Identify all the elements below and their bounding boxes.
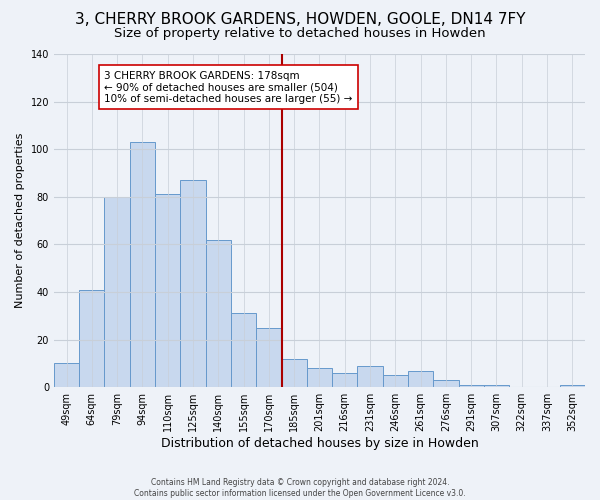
Bar	[484, 385, 509, 387]
Bar	[408, 370, 433, 387]
Bar	[206, 240, 231, 387]
X-axis label: Distribution of detached houses by size in Howden: Distribution of detached houses by size …	[161, 437, 478, 450]
Bar	[181, 180, 206, 387]
Text: Contains HM Land Registry data © Crown copyright and database right 2024.
Contai: Contains HM Land Registry data © Crown c…	[134, 478, 466, 498]
Text: 3, CHERRY BROOK GARDENS, HOWDEN, GOOLE, DN14 7FY: 3, CHERRY BROOK GARDENS, HOWDEN, GOOLE, …	[75, 12, 525, 28]
Bar	[560, 385, 585, 387]
Bar	[130, 142, 155, 387]
Bar	[281, 358, 307, 387]
Text: Size of property relative to detached houses in Howden: Size of property relative to detached ho…	[114, 28, 486, 40]
Y-axis label: Number of detached properties: Number of detached properties	[15, 133, 25, 308]
Bar	[433, 380, 458, 387]
Bar	[358, 366, 383, 387]
Bar	[155, 194, 181, 387]
Bar	[256, 328, 281, 387]
Bar	[231, 314, 256, 387]
Bar	[458, 385, 484, 387]
Bar	[332, 373, 358, 387]
Bar	[307, 368, 332, 387]
Bar	[54, 364, 79, 387]
Bar	[104, 197, 130, 387]
Bar	[383, 376, 408, 387]
Text: 3 CHERRY BROOK GARDENS: 178sqm
← 90% of detached houses are smaller (504)
10% of: 3 CHERRY BROOK GARDENS: 178sqm ← 90% of …	[104, 70, 353, 104]
Bar	[79, 290, 104, 387]
